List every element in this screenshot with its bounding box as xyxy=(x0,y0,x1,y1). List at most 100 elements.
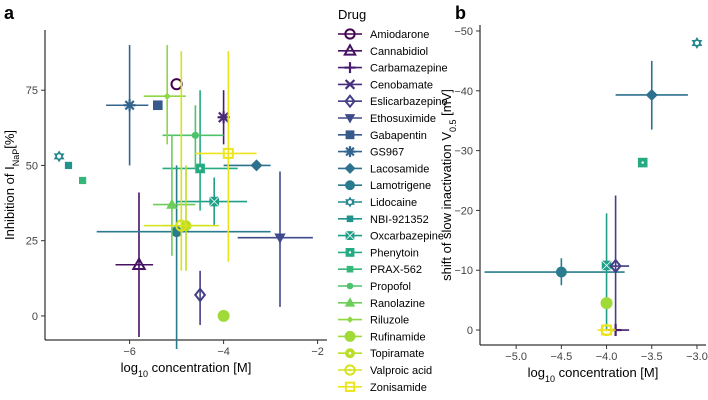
legend-label: Cenobamate xyxy=(370,79,433,91)
y-axis-title: Inhibition of INaP[%] xyxy=(2,130,21,240)
legend-item-lacosamide: Lacosamide xyxy=(338,162,429,175)
y-tick-label: −30 xyxy=(454,146,473,158)
point-zonisamide xyxy=(597,324,616,336)
legend-label: Oxcarbazepine xyxy=(370,231,444,243)
panel-b: b −5.0 −4.5 −4.0 −3.5 −3.0 0 −10 −20 −30 −40 −50 log… xyxy=(439,3,708,384)
legend-item-riluzole: Riluzole xyxy=(338,315,409,327)
point-rufinamide xyxy=(217,309,230,322)
legend-item-gabapentin: Gabapentin xyxy=(338,130,427,142)
point-lamotrigene xyxy=(484,258,625,286)
point-valproic-acid xyxy=(143,51,219,271)
point-eslicarbazepine xyxy=(609,195,630,331)
legend-label: NBI-921352 xyxy=(370,214,429,226)
legend-label: Lamotrigene xyxy=(370,180,431,192)
legend-item-cenobamate: Cenobamate xyxy=(338,79,433,91)
legend-item-ethosuximide: Ethosuximide xyxy=(338,113,436,125)
x-tick-label: −2 xyxy=(311,346,324,358)
y-tick-label: 0 xyxy=(467,325,473,337)
y-tick-label: −10 xyxy=(454,265,473,277)
legend-label: Rufinamide xyxy=(370,331,426,343)
point-lacosamide xyxy=(615,60,688,130)
y-tick-label: −40 xyxy=(454,86,473,98)
legend-item-lidocaine: Lidocaine xyxy=(338,196,417,209)
legend-label: Ethosuximide xyxy=(370,113,436,125)
legend-title: Drug xyxy=(338,7,366,22)
point-ranolazine xyxy=(153,135,196,256)
x-tick-label: −3.0 xyxy=(686,351,708,363)
x-tick-label: −6 xyxy=(123,346,136,358)
y-tick-label: 75 xyxy=(26,85,38,97)
legend-item-valproic-acid: Valproic acid xyxy=(338,364,432,377)
x-tick-label: −4.5 xyxy=(551,351,573,363)
point-oxcarbazepine xyxy=(601,213,612,331)
legend-label: Gabapentin xyxy=(370,130,427,142)
legend-label: Propofol xyxy=(370,281,411,293)
point-topiramate xyxy=(162,165,210,271)
legend-item-nbi-921352: NBI-921352 xyxy=(338,214,429,226)
legend-item-gs967: GS967 xyxy=(338,146,404,159)
point-amiodarone xyxy=(170,78,183,91)
y-tick-label: 50 xyxy=(26,160,38,172)
point-oxcarbazepine xyxy=(176,177,248,226)
y-axis-title: shift of slow inactivation V0.5 [mV] xyxy=(439,89,458,281)
legend-label: Riluzole xyxy=(370,315,409,327)
point-lidocaine xyxy=(53,150,65,163)
legend-item-amiodarone: Amiodarone xyxy=(338,28,429,41)
panel-label-a: a xyxy=(4,3,15,23)
x-tick-label: −5.0 xyxy=(505,351,527,363)
x-tick-label: −3.5 xyxy=(641,351,663,363)
legend-label: Lidocaine xyxy=(370,197,417,209)
legend-item-carbamazepine: Carbamazepine xyxy=(338,62,448,75)
legend-item-propofol: Propofol xyxy=(338,281,411,293)
legend-label: PRAX-562 xyxy=(370,264,422,276)
legend-item-eslicarbazepine: Eslicarbazepine xyxy=(338,94,448,109)
legend-item-zonisamide: Zonisamide xyxy=(338,381,427,394)
legend-label: Valproic acid xyxy=(370,365,432,377)
panel-a: a −6 −4 −2 0 25 50 75 log10 concentration [M] Inh… xyxy=(2,3,327,379)
point-lidocaine xyxy=(691,36,703,49)
legend-label: Carbamazepine xyxy=(370,63,448,75)
point-zonisamide xyxy=(195,51,257,262)
legend-label: Eslicarbazepine xyxy=(370,96,448,108)
legend-item-lamotrigene: Lamotrigene xyxy=(338,180,431,192)
x-axis-title: log10 concentration [M] xyxy=(121,360,252,379)
x-tick-label: −4.0 xyxy=(596,351,618,363)
y-tick-label: −20 xyxy=(454,205,473,217)
point-rufinamide xyxy=(600,297,613,310)
y-tick-label: −50 xyxy=(454,26,473,38)
point-riluzole xyxy=(143,45,186,145)
point-prax-562 xyxy=(79,176,87,185)
legend: Drug Amiodarone Cannabidiol Carbamazepine Ce… xyxy=(338,7,448,394)
point-gabapentin xyxy=(153,100,163,111)
point-phenytoin xyxy=(162,90,238,211)
point-ethosuximide xyxy=(237,171,313,307)
legend-label: Ranolazine xyxy=(370,298,425,310)
legend-label: Cannabidiol xyxy=(370,46,428,58)
y-tick-label: 0 xyxy=(32,311,38,323)
legend-label: Phenytoin xyxy=(370,247,419,259)
point-cannabidiol xyxy=(115,192,154,337)
y-tick-label: 25 xyxy=(26,236,38,248)
panel-label-b: b xyxy=(455,3,466,23)
legend-item-phenytoin: Phenytoin xyxy=(338,247,419,259)
legend-item-prax-562: PRAX-562 xyxy=(338,264,422,276)
x-axis-title: log10 concentration [M] xyxy=(528,365,659,384)
point-lamotrigene xyxy=(96,165,271,350)
x-tick-label: −4 xyxy=(217,346,230,358)
legend-label: Topiramate xyxy=(370,348,424,360)
point-cenobamate xyxy=(218,111,230,123)
legend-item-rufinamide: Rufinamide xyxy=(338,330,426,343)
point-gs967 xyxy=(106,45,149,166)
legend-item-ranolazine: Ranolazine xyxy=(338,297,425,310)
legend-label: GS967 xyxy=(370,147,404,159)
point-phenytoin xyxy=(637,157,648,168)
legend-label: Zonisamide xyxy=(370,382,427,394)
legend-item-oxcarbazepine: Oxcarbazepine xyxy=(338,231,444,243)
point-lacosamide xyxy=(223,159,271,172)
legend-item-cannabidiol: Cannabidiol xyxy=(338,43,428,58)
legend-label: Lacosamide xyxy=(370,163,429,175)
legend-label: Amiodarone xyxy=(370,29,429,41)
point-nbi-921352 xyxy=(64,161,73,170)
point-eslicarbazepine xyxy=(194,270,207,325)
